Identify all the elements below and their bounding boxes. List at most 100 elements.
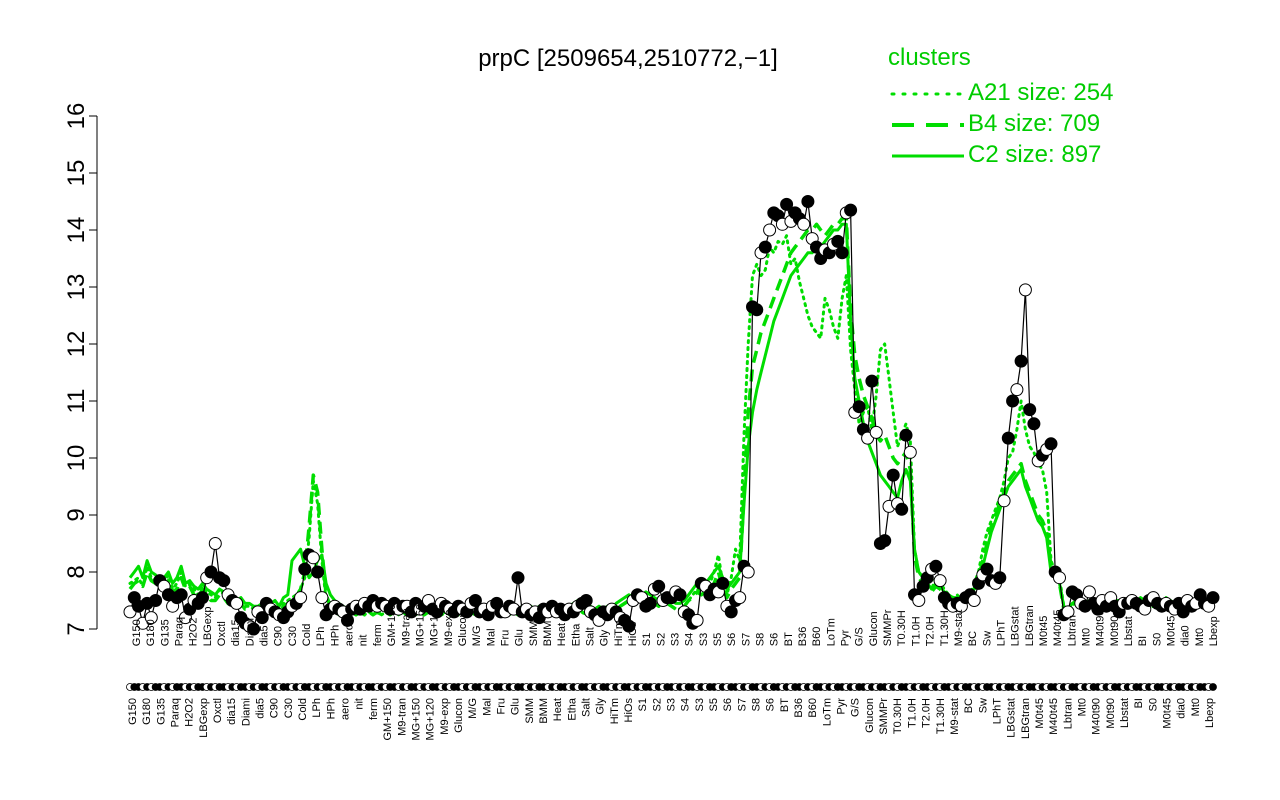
- point-label: Lbstat: [1123, 616, 1135, 646]
- data-point: [831, 234, 845, 248]
- point-label: LBGstat: [1010, 606, 1022, 646]
- x-tick-label: BMM: [538, 698, 550, 724]
- x-tick-label: S3: [666, 698, 678, 711]
- y-tick-label: 10: [63, 445, 90, 472]
- point-label: G180: [145, 619, 157, 646]
- x-tick-label: G150: [127, 698, 139, 725]
- point-label: Fru: [499, 630, 511, 647]
- point-label: nit: [358, 635, 370, 647]
- point-label: Salt: [585, 627, 597, 646]
- x-tick-label: Heat: [552, 698, 564, 721]
- x-tick-label: ferm: [368, 698, 380, 720]
- point-label: Mt0: [1081, 628, 1093, 646]
- x-tick-label: M0t90: [1105, 698, 1117, 729]
- x-tick-label: M/G: [467, 698, 479, 719]
- data-point: [341, 613, 354, 627]
- point-label: BC: [967, 631, 979, 646]
- x-tick-label: M40t45: [1048, 698, 1060, 735]
- point-label: M/G: [471, 625, 483, 646]
- data-point: [716, 576, 730, 590]
- data-point: [1006, 394, 1020, 408]
- y-tick-label: 16: [63, 103, 90, 130]
- point-label: M9-stat: [953, 610, 965, 647]
- point-label: Sw: [981, 631, 993, 646]
- data-point: [1053, 571, 1066, 585]
- data-point: [844, 203, 858, 217]
- point-label: T2.0H: [925, 616, 937, 646]
- data-point: [997, 494, 1011, 508]
- point-label: M0t90: [1109, 616, 1121, 647]
- y-tick-label: 14: [63, 217, 90, 244]
- point-label: LBGexp: [202, 606, 214, 646]
- point-label: Glucon: [868, 611, 880, 646]
- point-label: C90: [273, 626, 285, 646]
- point-label: S7: [740, 633, 752, 646]
- data-point: [763, 223, 777, 237]
- x-tick-label: LPh: [311, 698, 323, 718]
- data-point: [899, 428, 913, 442]
- x-tick-label: Glucon: [864, 698, 876, 733]
- x-tick-label: Paraq: [170, 698, 182, 727]
- data-point: [144, 611, 158, 625]
- x-tick-label: S6: [765, 698, 777, 711]
- x-tick-label: BC: [963, 698, 975, 713]
- data-point: [468, 594, 482, 607]
- point-label: Lbexp: [1208, 616, 1220, 646]
- x-tick-label: BT: [779, 698, 791, 712]
- data-point: [912, 594, 926, 607]
- data-point: [196, 591, 209, 605]
- point-label: M0t45: [1166, 616, 1178, 647]
- y-tick-label: 12: [63, 331, 90, 358]
- data-point: [903, 445, 917, 459]
- point-label: S3: [670, 633, 682, 646]
- data-point: [733, 591, 747, 605]
- point-label: SMM: [528, 621, 540, 647]
- x-tick-label: C30: [283, 698, 295, 718]
- x-tick-label: S6: [722, 698, 734, 711]
- x-tick-label: Sw: [977, 698, 989, 713]
- data-point: [311, 565, 325, 579]
- cluster-line-dashed: [128, 216, 1209, 617]
- x-tick-label: S2: [651, 698, 663, 711]
- point-label: BT: [783, 632, 795, 646]
- data-point: [652, 579, 666, 593]
- data-point: [750, 303, 764, 317]
- data-point: [1206, 591, 1220, 605]
- point-label: Pyr: [840, 629, 852, 646]
- legend-title: clusters: [888, 44, 971, 71]
- y-tick-label: 9: [63, 508, 90, 521]
- x-tick-label: S1: [637, 698, 649, 711]
- x-tick-label: Cold: [297, 698, 309, 721]
- data-point: [797, 217, 811, 231]
- legend-label-c2: C2 size: 897: [968, 141, 1102, 168]
- point-label: S6: [769, 633, 781, 646]
- data-point: [247, 622, 261, 636]
- point-label: B60: [811, 627, 823, 647]
- x-tick-label: Pyr: [836, 698, 848, 715]
- point-label: Mt0: [1194, 628, 1206, 646]
- x-tick-label: LBGtran: [1020, 698, 1032, 739]
- y-tick-label: 15: [63, 160, 90, 187]
- point-label: M0t45: [1038, 616, 1050, 647]
- point-label: LPh: [315, 627, 327, 647]
- data-point: [643, 596, 657, 610]
- data-point: [852, 400, 866, 414]
- legend-entry-b4: B4 size: 709: [890, 110, 1190, 140]
- data-point: [869, 425, 883, 439]
- data-point: [780, 197, 794, 211]
- x-tick-label: LPhT: [991, 698, 1003, 725]
- data-point: [886, 468, 900, 482]
- x-tick-label: BI: [1133, 698, 1145, 708]
- x-rug-marker: [1209, 683, 1217, 691]
- x-tick-label: C90: [269, 698, 281, 718]
- point-label: M9-tran: [400, 608, 412, 646]
- x-tick-label: Salt: [581, 698, 593, 717]
- point-label: Paraq: [174, 617, 186, 646]
- point-label: aero: [344, 624, 356, 646]
- x-tick-label: Lbtran: [1062, 698, 1074, 729]
- data-point: [993, 571, 1007, 585]
- data-point: [878, 534, 892, 548]
- legend-entry-a21: A21 size: 254: [890, 79, 1190, 109]
- point-label: S6: [726, 633, 738, 646]
- x-tick-label: aero: [340, 698, 352, 720]
